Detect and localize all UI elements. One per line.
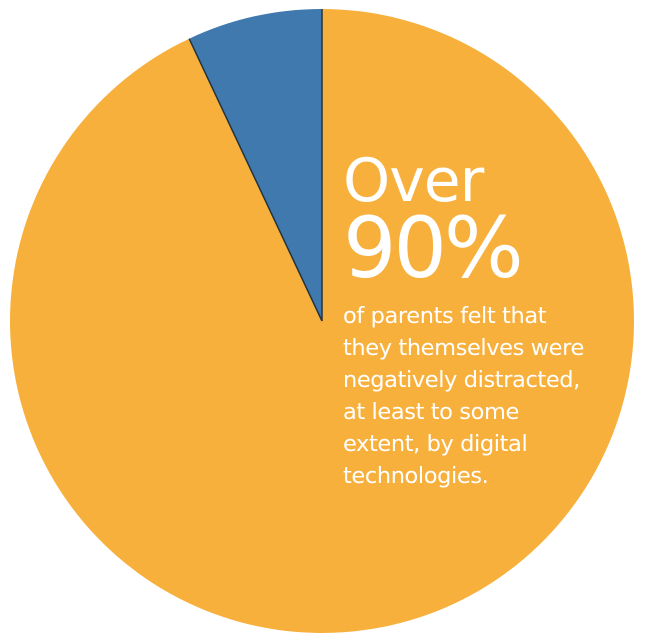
description-line-3: negatively distracted, xyxy=(343,367,580,393)
description-line-4: at least to some xyxy=(343,399,519,425)
description-line-2: they themselves were xyxy=(343,335,584,361)
description: of parents felt that they themselves wer… xyxy=(343,300,633,492)
description-line-5: extent, by digital xyxy=(343,431,528,457)
headline-over: Over xyxy=(343,146,484,216)
description-line-6: technologies. xyxy=(343,463,489,489)
pie-slice-2 xyxy=(189,9,322,321)
description-line-1: of parents felt that xyxy=(343,303,547,329)
headline-percent: 90% xyxy=(343,199,524,297)
slice-divider-2 xyxy=(188,38,323,322)
headline-block: Over 90% of parents felt that they thems… xyxy=(343,150,633,492)
